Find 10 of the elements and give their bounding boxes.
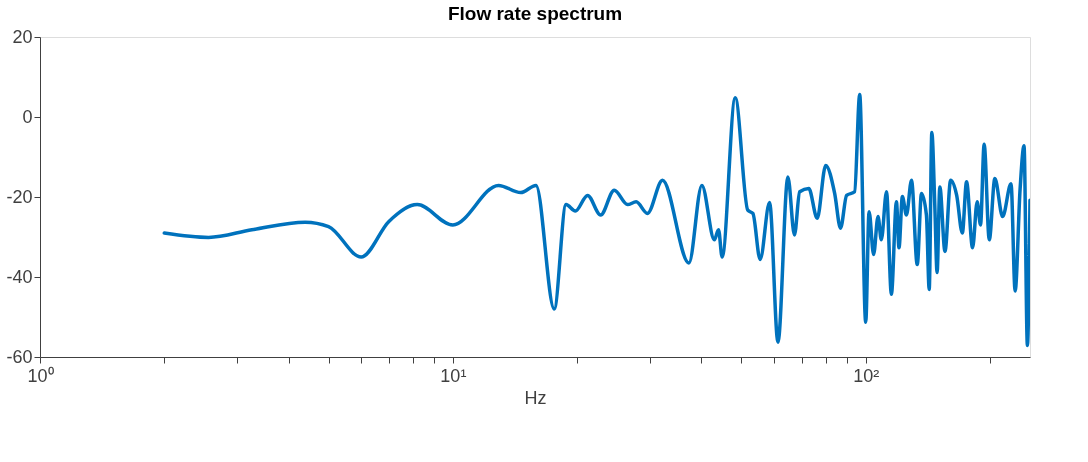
chart-title: Flow rate spectrum [447,3,623,24]
x-tick-label: 10¹ [440,365,467,386]
y-tick-label: 20 [12,26,33,47]
x-tick-label: 10² [853,365,880,386]
y-tick-label: -20 [6,186,33,207]
y-tick-label: -40 [6,266,33,287]
x-axis-title: Hz [524,387,547,408]
y-tick-label: 0 [22,106,33,127]
x-tick-label: 10⁰ [27,365,54,386]
y-tick-label: -60 [6,346,33,367]
